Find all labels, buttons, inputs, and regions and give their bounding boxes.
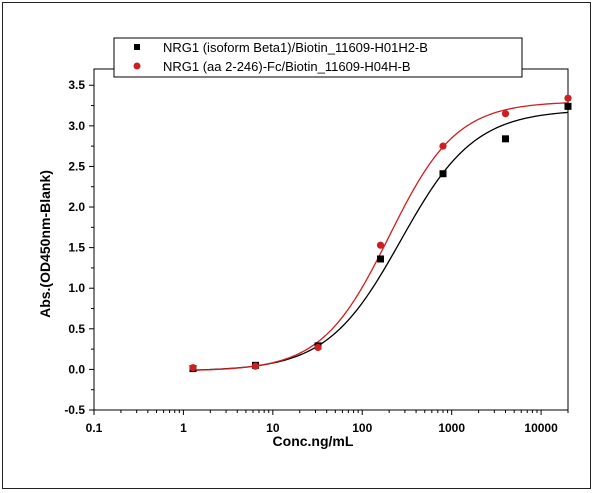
y-axis-label: Abs.(OD450nm-Blank) [37, 170, 53, 318]
y-axis-ticks: -0.5 0.0 0.5 1.0 1.5 2.0 2.5 3.0 3.5 [64, 78, 94, 417]
x-axis-ticks: 0.1 1 10 100 1000 10000 [86, 410, 569, 435]
y-tick-label: 1.0 [68, 281, 85, 295]
data-point-series-2 [314, 343, 322, 352]
data-point-series-2 [564, 94, 572, 102]
fit-curve-series-2 [192, 102, 569, 371]
plot-area [93, 68, 569, 411]
x-tick-label: 10 [266, 421, 280, 435]
y-tick-label: 3.0 [68, 119, 85, 133]
data-points [189, 94, 572, 373]
y-tick-label: 2.5 [68, 159, 85, 173]
data-point-series-1 [564, 102, 572, 110]
y-tick-label: 0.0 [68, 362, 85, 376]
y-tick-label: 0.5 [68, 322, 85, 336]
x-tick-label: 0.1 [86, 421, 103, 435]
y-tick-label: 3.5 [68, 78, 85, 92]
data-point-series-2 [189, 364, 197, 372]
legend: NRG1 (isoform Beta1)/Biotin_11609-H01H2-… [113, 37, 523, 78]
fit-curves [192, 102, 569, 371]
data-point-series-2 [376, 241, 385, 249]
legend-label-series-2: NRG1 (aa 2-246)-Fc/Biotin_11609-H04H-B [163, 59, 411, 74]
x-axis-label: Conc.ng/mL [273, 433, 354, 449]
y-tick-label: 1.5 [68, 241, 85, 255]
x-tick-label: 1 [180, 421, 187, 435]
legend-marker-series-1 [134, 44, 140, 50]
data-point-series-2 [501, 110, 510, 118]
y-tick-label: -0.5 [64, 403, 85, 417]
x-tick-label: 10000 [524, 421, 558, 435]
data-point-series-2 [251, 362, 260, 370]
x-tick-label: 100 [352, 421, 372, 435]
y-tick-label: 2.0 [68, 200, 85, 214]
data-point-series-1 [502, 135, 510, 143]
x-tick-label: 1000 [438, 421, 465, 435]
legend-box [113, 37, 523, 78]
fit-curve-series-1 [192, 111, 569, 371]
chart-frame [2, 2, 591, 489]
legend-label-series-1: NRG1 (isoform Beta1)/Biotin_11609-H01H2-… [163, 40, 428, 55]
data-point-series-1 [439, 170, 447, 178]
data-point-series-1 [377, 255, 385, 263]
legend-marker-series-2 [133, 62, 141, 70]
data-point-series-2 [439, 142, 447, 150]
